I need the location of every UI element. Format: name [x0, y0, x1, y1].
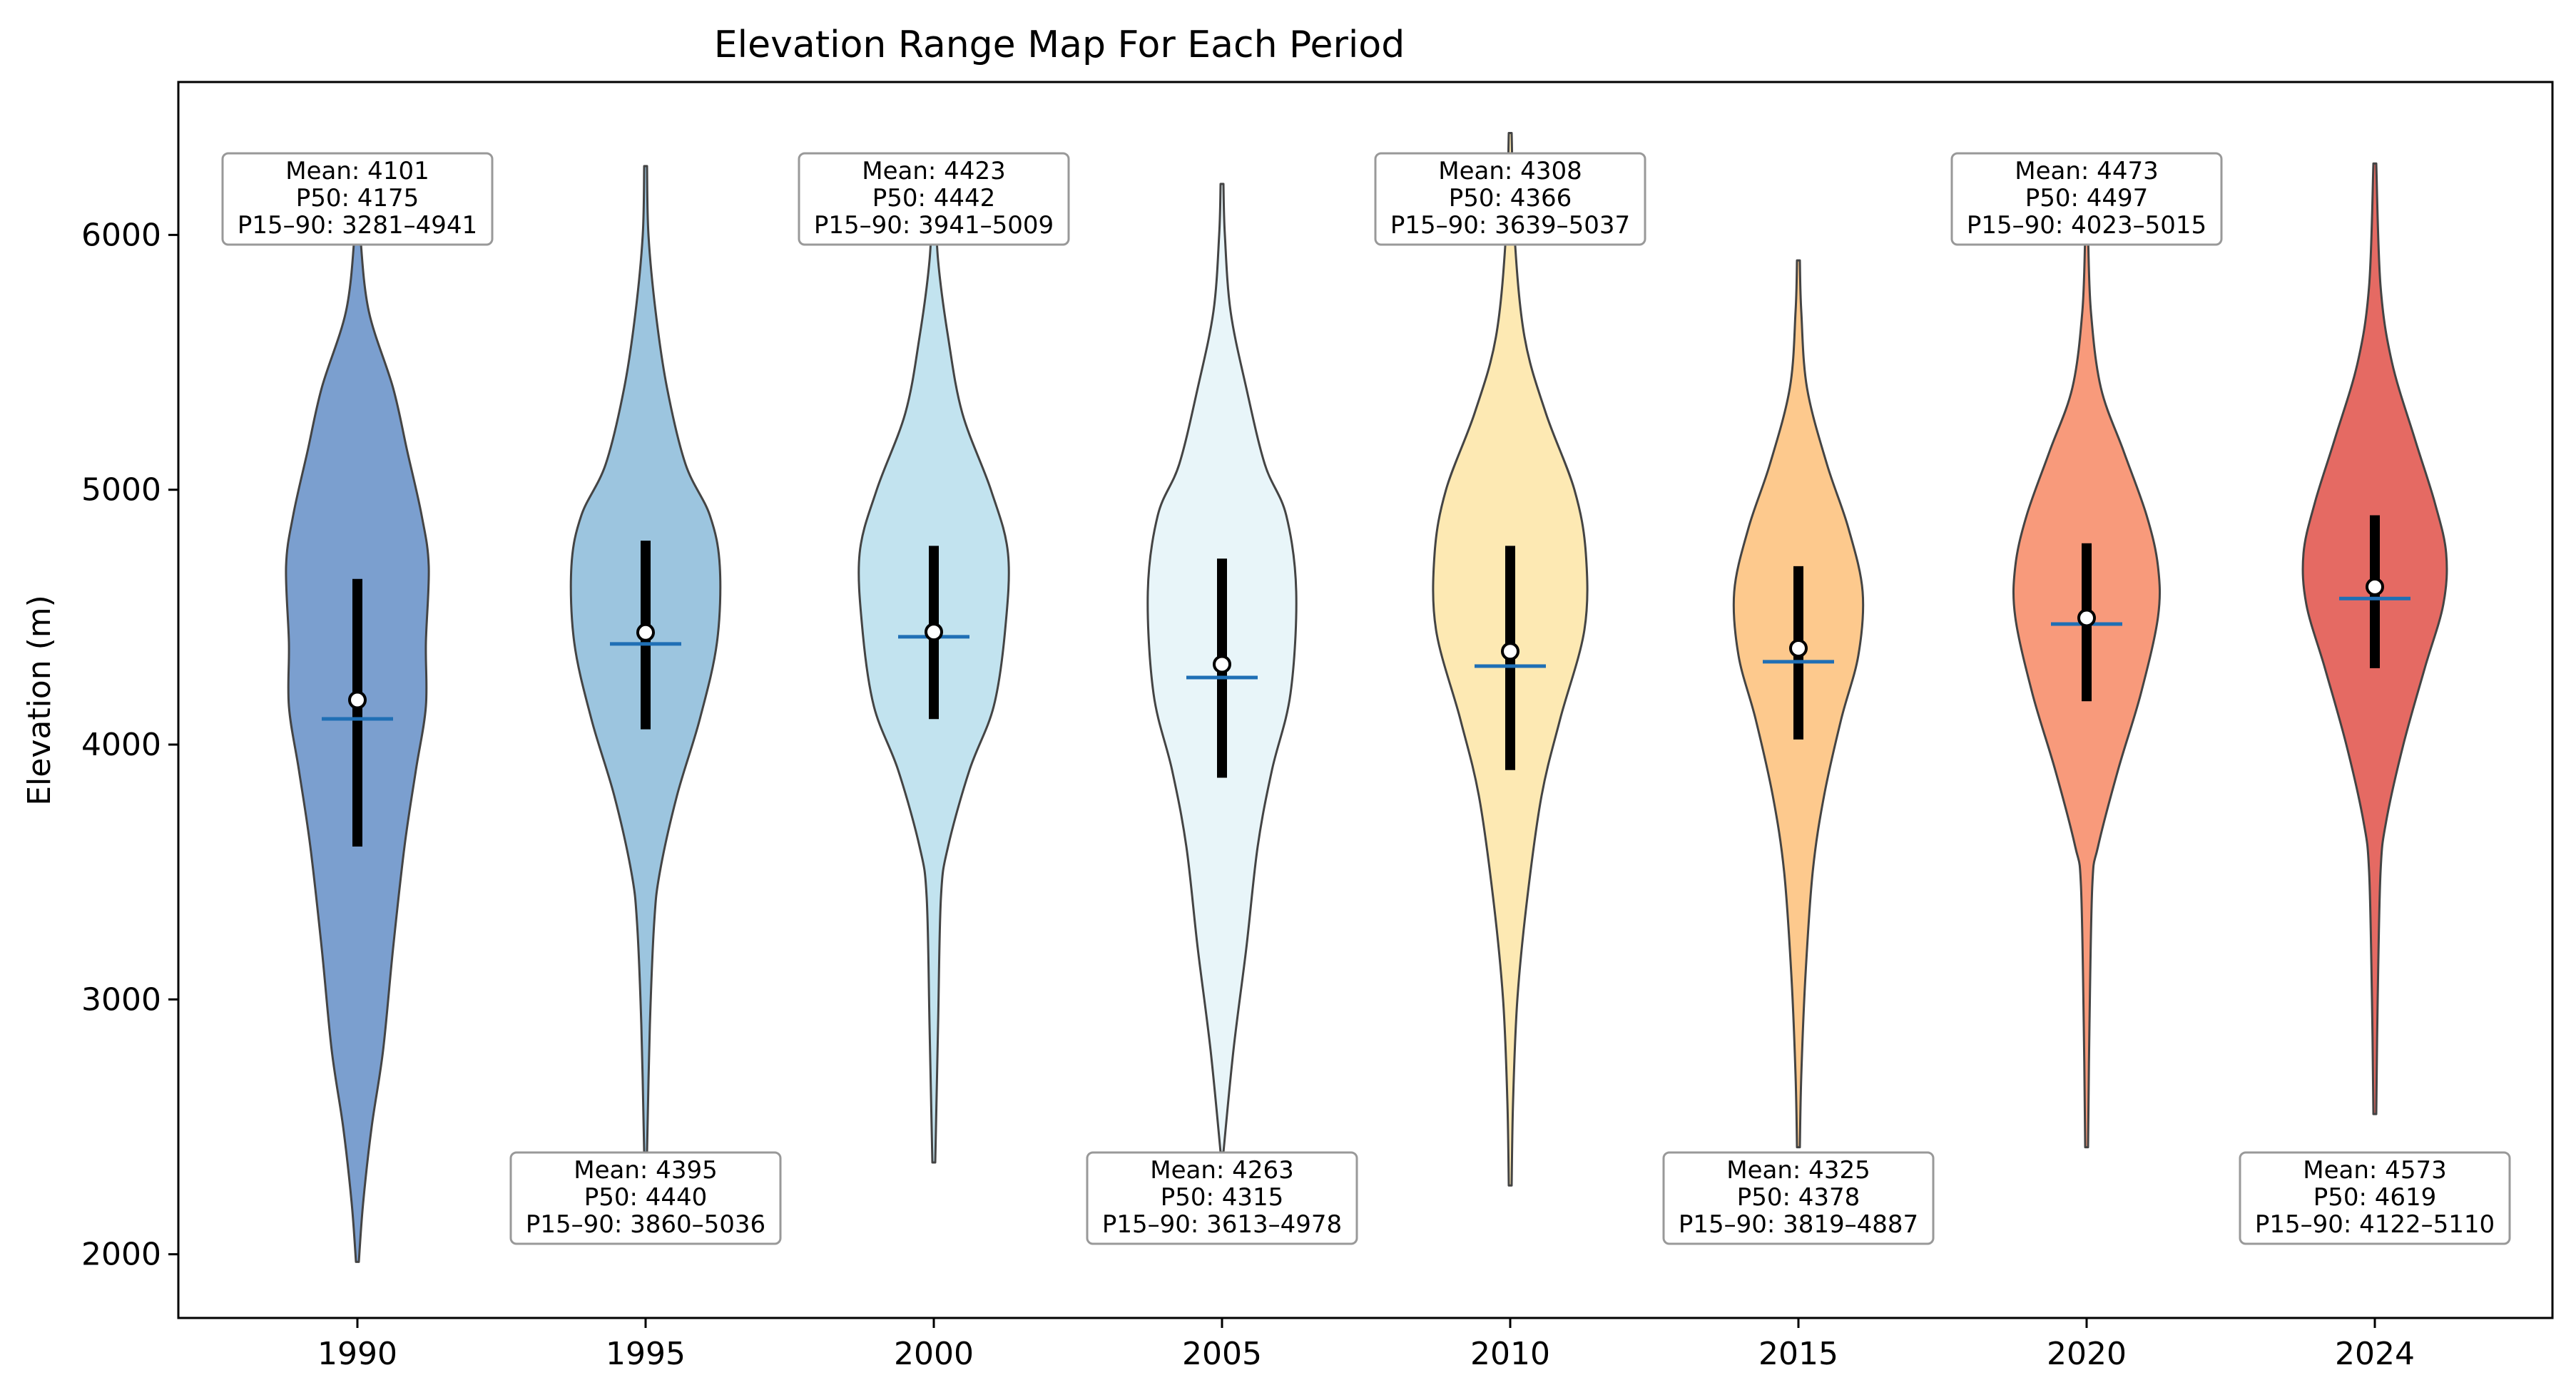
annotation-p50: P50: 4619: [2313, 1183, 2437, 1212]
annotation-box: [2239, 1151, 2511, 1245]
median-dot-2024: [2366, 577, 2384, 596]
annotation-mean: Mean: 4423: [862, 157, 1005, 185]
annotation-range: P15–90: 4122–5110: [2255, 1210, 2495, 1239]
annotation-p50: P50: 4315: [1161, 1183, 1284, 1212]
annotation-range: P15–90: 4023–5015: [1967, 211, 2206, 240]
x-tick-label: 2024: [2335, 1336, 2415, 1372]
annotation-p50: P50: 4378: [1737, 1183, 1860, 1212]
x-tick-label: 2000: [894, 1336, 974, 1372]
x-tick-label: 2015: [1758, 1336, 1838, 1372]
annotation-mean: Mean: 4395: [574, 1156, 717, 1185]
median-dot-1990: [348, 690, 367, 710]
median-dot-2015: [1789, 638, 1808, 658]
annotation-box: [221, 152, 494, 246]
annotation-range: P15–90: 3639–5037: [1390, 211, 1630, 240]
y-tick-label: 2000: [81, 1237, 161, 1273]
x-tick-label: 2010: [1470, 1336, 1550, 1372]
annotation-box: [509, 1151, 782, 1245]
annotation-mean: Mean: 4101: [285, 157, 429, 185]
annotation-mean: Mean: 4325: [1726, 1156, 1870, 1185]
annotation-range: P15–90: 3819–4887: [1679, 1210, 1918, 1239]
annotation-mean: Mean: 4263: [1150, 1156, 1293, 1185]
median-dot-2000: [925, 623, 943, 642]
annotation-box: [1086, 1151, 1358, 1245]
annotation-range: P15–90: 3941–5009: [814, 211, 1054, 240]
annotation-box: [1662, 1151, 1935, 1245]
y-tick-label: 3000: [81, 981, 161, 1018]
x-axis: 1990 1995 2000 2005 2010 2015 2020 2024: [317, 1318, 2415, 1372]
annotation-range: P15–90: 3860–5036: [526, 1210, 765, 1239]
y-axis-label: Elevation (m): [21, 595, 58, 806]
y-tick-label: 5000: [81, 472, 161, 508]
median-dot-2020: [2077, 608, 2096, 628]
median-dot-2010: [1501, 642, 1519, 661]
annotation-p50: P50: 4440: [584, 1183, 708, 1212]
x-tick-label: 2005: [1182, 1336, 1262, 1372]
annotation-p50: P50: 4497: [2025, 184, 2149, 213]
annotation-box: [1950, 152, 2223, 246]
y-tick-label: 6000: [81, 217, 161, 253]
x-tick-label: 1995: [606, 1336, 686, 1372]
annotation-range: P15–90: 3613–4978: [1102, 1210, 1342, 1239]
annotation-p50: P50: 4175: [296, 184, 419, 213]
chart-title: Elevation Range Map For Each Period: [714, 24, 1405, 66]
x-tick-label: 2020: [2047, 1336, 2127, 1372]
annotation-range: P15–90: 3281–4941: [238, 211, 477, 240]
plot-frame: [177, 81, 2554, 1319]
median-dot-1995: [636, 623, 655, 642]
annotation-mean: Mean: 4308: [1438, 157, 1582, 185]
y-axis: 2000 3000 4000 5000 6000: [81, 217, 178, 1273]
annotation-p50: P50: 4442: [872, 184, 996, 213]
annotation-box: [798, 152, 1070, 246]
inner-stats-layer: [322, 515, 2410, 847]
annotation-mean: Mean: 4473: [2015, 157, 2158, 185]
x-tick-label: 1990: [317, 1336, 397, 1372]
annotation-mean: Mean: 4573: [2303, 1156, 2446, 1185]
y-tick-label: 4000: [81, 727, 161, 763]
annotation-box: [1374, 152, 1646, 246]
annotation-p50: P50: 4366: [1449, 184, 1572, 213]
median-dot-2005: [1213, 655, 1231, 674]
